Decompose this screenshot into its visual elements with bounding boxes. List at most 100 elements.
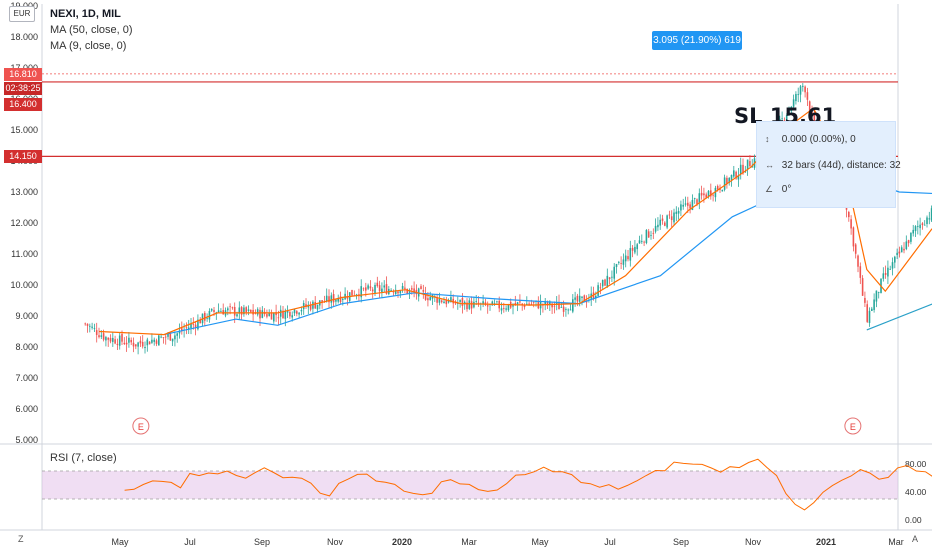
candle-body <box>611 276 613 278</box>
candle-body <box>723 177 726 190</box>
candle-body <box>210 308 213 311</box>
candle-body <box>659 219 662 226</box>
candle-body <box>151 339 153 343</box>
info-angle: 0° <box>781 184 792 195</box>
price-tag-14150: 14.150 <box>4 150 42 163</box>
candle-body <box>728 177 731 183</box>
candle-body <box>875 290 878 302</box>
candle-body <box>673 212 675 223</box>
candle-body <box>167 334 169 337</box>
candle-body <box>737 175 740 180</box>
candle-body <box>700 192 703 196</box>
earnings-marker-label: E <box>850 422 856 432</box>
candle-body <box>252 309 254 315</box>
candle-body <box>553 305 556 307</box>
candle-body <box>507 304 510 311</box>
candle-body <box>751 166 754 168</box>
candle-body <box>351 289 353 296</box>
candle-body <box>595 295 597 299</box>
candle-body <box>222 310 225 315</box>
candle-body <box>785 115 788 123</box>
candle-body <box>93 328 96 329</box>
candle-body <box>652 232 655 234</box>
ma9-legend[interactable]: MA (9, close, 0) <box>50 40 127 52</box>
candle-body <box>296 311 298 314</box>
candle-body <box>378 285 381 292</box>
y-tick-label: 18.000 <box>10 32 38 42</box>
candle-body <box>445 299 448 305</box>
rsi-tick-label: 80.00 <box>905 459 927 469</box>
candle-body <box>857 255 859 267</box>
candle-body <box>408 289 411 293</box>
candle-body <box>691 199 694 210</box>
zoom-button[interactable]: Z <box>18 534 24 544</box>
candle-body <box>631 247 634 251</box>
candle-body <box>397 291 399 294</box>
x-tick-label: May <box>111 537 129 547</box>
candle-body <box>574 297 576 300</box>
candle-body <box>882 273 885 279</box>
candle-body <box>236 314 238 317</box>
candle-body <box>461 298 464 306</box>
candle-body <box>153 339 156 342</box>
candle-body <box>146 339 149 346</box>
candle-body <box>597 285 599 296</box>
candle-body <box>190 323 192 329</box>
candle-body <box>314 301 317 309</box>
rsi-legend[interactable]: RSI (7, close) <box>50 452 117 464</box>
candle-body <box>342 298 344 300</box>
candle-body <box>905 241 908 250</box>
candle-body <box>783 120 786 122</box>
candle-body <box>910 232 912 242</box>
candle-body <box>286 310 289 313</box>
candle-body <box>716 185 719 190</box>
candle-body <box>413 288 415 292</box>
candle-body <box>781 118 783 120</box>
candle-body <box>392 291 395 293</box>
candle-body <box>733 170 735 177</box>
x-tick-label: Jul <box>604 537 616 547</box>
candle-body <box>519 301 521 303</box>
candle-body <box>887 267 889 277</box>
candle-body <box>284 310 287 319</box>
candle-body <box>576 295 579 302</box>
candle-body <box>500 308 503 311</box>
symbol-label[interactable]: NEXI, 1D, MIL <box>50 8 121 20</box>
x-tick-label: 2020 <box>392 537 412 547</box>
currency-button[interactable]: EUR <box>9 6 35 22</box>
y-tick-label: 12.000 <box>10 218 38 228</box>
candle-body <box>622 259 625 265</box>
candle-body <box>213 310 215 312</box>
y-tick-label: 8.000 <box>15 342 38 352</box>
candle-body <box>160 336 162 338</box>
candle-body <box>861 278 864 296</box>
candle-body <box>923 224 926 226</box>
candle-body <box>98 335 100 338</box>
candle-body <box>144 346 146 349</box>
main-legend: NEXI, 1D, MIL MA (50, close, 0) MA (9, c… <box>50 6 133 54</box>
candle-body <box>337 298 340 302</box>
candle-body <box>871 308 873 311</box>
candle-body <box>746 159 749 170</box>
candle-body <box>275 312 277 316</box>
candle-body <box>680 204 682 211</box>
measure-info-box[interactable]: ↕ 0.000 (0.00%), 0 ↔ 32 bars (44d), dist… <box>756 121 901 208</box>
price-tag-16400: 16.400 <box>4 98 42 111</box>
auto-scale-button[interactable]: A <box>912 534 919 544</box>
candle-body <box>411 288 413 290</box>
candle-body <box>859 266 862 278</box>
earnings-marker <box>132 417 150 435</box>
candle-body <box>447 300 450 303</box>
y-tick-label: 11.000 <box>11 249 38 259</box>
x-tick-label: Nov <box>327 537 344 547</box>
candle-body <box>705 194 708 198</box>
candle-body <box>259 309 261 319</box>
candle-body <box>158 335 160 346</box>
y-tick-label: 15.000 <box>10 125 38 135</box>
candle-body <box>790 106 793 112</box>
candle-body <box>475 301 478 302</box>
candle-body <box>551 303 553 308</box>
candle-body <box>866 304 869 322</box>
ma50-legend[interactable]: MA (50, close, 0) <box>50 24 133 36</box>
